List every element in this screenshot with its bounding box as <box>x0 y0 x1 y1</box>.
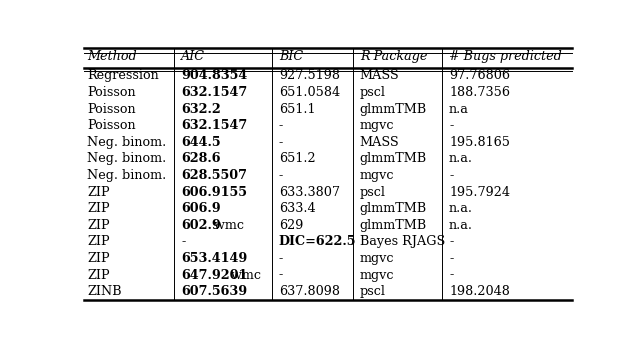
Text: ZIP: ZIP <box>87 186 109 199</box>
Text: -: - <box>449 235 453 248</box>
Text: Poisson: Poisson <box>87 86 136 99</box>
Text: 904.8354: 904.8354 <box>181 69 248 82</box>
Text: glmmTMB: glmmTMB <box>360 152 427 165</box>
Text: 633.3807: 633.3807 <box>279 186 340 199</box>
Text: pscl: pscl <box>360 186 386 199</box>
Text: 632.1547: 632.1547 <box>181 86 248 99</box>
Text: 628.5507: 628.5507 <box>181 169 247 182</box>
Text: MASS: MASS <box>360 136 399 149</box>
Text: 188.7356: 188.7356 <box>449 86 510 99</box>
Text: 644.5: 644.5 <box>181 136 221 149</box>
Text: 637.8098: 637.8098 <box>279 285 340 298</box>
Text: 628.6: 628.6 <box>181 152 221 165</box>
Text: 632.2: 632.2 <box>181 103 221 116</box>
Text: wmc: wmc <box>210 219 244 232</box>
Text: mgvc: mgvc <box>360 252 394 265</box>
Text: n.a.: n.a. <box>449 219 473 232</box>
Text: ZIP: ZIP <box>87 235 109 248</box>
Text: 198.2048: 198.2048 <box>449 285 510 298</box>
Text: 651.0584: 651.0584 <box>279 86 340 99</box>
Text: Poisson: Poisson <box>87 119 136 132</box>
Text: glmmTMB: glmmTMB <box>360 202 427 215</box>
Text: 927.5198: 927.5198 <box>279 69 340 82</box>
Text: 602.9: 602.9 <box>181 219 221 232</box>
Text: wmc: wmc <box>227 269 261 282</box>
Text: glmmTMB: glmmTMB <box>360 103 427 116</box>
Text: 195.7924: 195.7924 <box>449 186 510 199</box>
Text: mgvc: mgvc <box>360 269 394 282</box>
Text: pscl: pscl <box>360 285 386 298</box>
Text: glmmTMB: glmmTMB <box>360 219 427 232</box>
Text: MASS: MASS <box>360 69 399 82</box>
Text: 606.9: 606.9 <box>181 202 221 215</box>
Text: AIC: AIC <box>181 50 205 63</box>
Text: -: - <box>449 252 453 265</box>
Text: 653.4149: 653.4149 <box>181 252 248 265</box>
Text: 629: 629 <box>279 219 303 232</box>
Text: pscl: pscl <box>360 86 386 99</box>
Text: 633.4: 633.4 <box>279 202 316 215</box>
Text: 651.1: 651.1 <box>279 103 316 116</box>
Text: BIC: BIC <box>279 50 303 63</box>
Text: -: - <box>279 119 283 132</box>
Text: -: - <box>181 235 186 248</box>
Text: ZIP: ZIP <box>87 219 109 232</box>
Text: ZIP: ZIP <box>87 269 109 282</box>
Text: n.a.: n.a. <box>449 202 473 215</box>
Text: ZINB: ZINB <box>87 285 122 298</box>
Text: 97.76806: 97.76806 <box>449 69 510 82</box>
Text: -: - <box>279 136 283 149</box>
Text: 647.9201: 647.9201 <box>181 269 248 282</box>
Text: # Bugs predicted: # Bugs predicted <box>449 50 562 63</box>
Text: Neg. binom.: Neg. binom. <box>87 169 166 182</box>
Text: n.a.: n.a. <box>449 152 473 165</box>
Text: Neg. binom.: Neg. binom. <box>87 136 166 149</box>
Text: ZIP: ZIP <box>87 252 109 265</box>
Text: -: - <box>279 169 283 182</box>
Text: -: - <box>449 169 453 182</box>
Text: -: - <box>449 269 453 282</box>
Text: -: - <box>279 252 283 265</box>
Text: 632.1547: 632.1547 <box>181 119 248 132</box>
Text: mgvc: mgvc <box>360 169 394 182</box>
Text: -: - <box>279 269 283 282</box>
Text: Bayes RJAGS: Bayes RJAGS <box>360 235 445 248</box>
Text: 607.5639: 607.5639 <box>181 285 247 298</box>
Text: mgvc: mgvc <box>360 119 394 132</box>
Text: 651.2: 651.2 <box>279 152 316 165</box>
Text: 606.9155: 606.9155 <box>181 186 247 199</box>
Text: R Package: R Package <box>360 50 427 63</box>
Text: Method: Method <box>87 50 136 63</box>
Text: DIC=622.5: DIC=622.5 <box>279 235 356 248</box>
Text: -: - <box>449 119 453 132</box>
Text: Regression: Regression <box>87 69 159 82</box>
Text: n.a: n.a <box>449 103 469 116</box>
Text: Neg. binom.: Neg. binom. <box>87 152 166 165</box>
Text: 195.8165: 195.8165 <box>449 136 510 149</box>
Text: ZIP: ZIP <box>87 202 109 215</box>
Text: Poisson: Poisson <box>87 103 136 116</box>
